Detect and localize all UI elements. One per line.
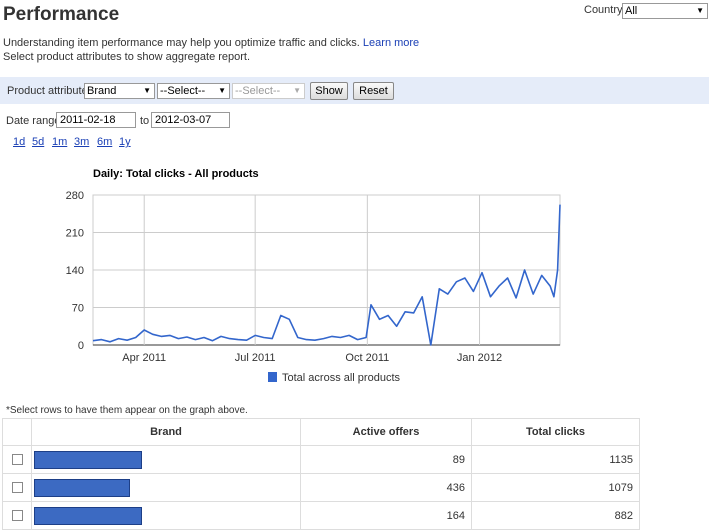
x-tick-label: Jul 2011: [235, 352, 276, 364]
column-header-brand[interactable]: Brand: [31, 418, 301, 446]
attribute-select-1[interactable]: Brand ▼: [84, 83, 155, 99]
row-checkbox-cell: [2, 445, 32, 474]
select-rows-note: *Select rows to have them appear on the …: [6, 405, 248, 416]
checkbox-column-header: [2, 418, 32, 446]
date-to-input[interactable]: 2012-03-07: [151, 112, 230, 128]
total-clicks-cell: 882: [471, 501, 640, 530]
learn-more-link[interactable]: Learn more: [362, 37, 420, 49]
clicks-chart: Daily: Total clicks - All products 0 70 140…: [66, 168, 561, 384]
row-checkbox[interactable]: [12, 510, 23, 522]
attribute-select-3-value: --Select--: [235, 85, 281, 97]
show-button[interactable]: Show: [310, 82, 348, 100]
brand-cell: [31, 473, 301, 502]
country-select-value: All: [625, 5, 638, 17]
y-tick-label: 0: [78, 340, 84, 352]
country-label: Country:: [584, 4, 626, 16]
country-select[interactable]: All ▼: [622, 3, 708, 19]
intro-text: Understanding item performance may help …: [3, 37, 419, 49]
date-to-label: to: [140, 115, 150, 127]
brand-cell: [31, 501, 301, 530]
page-title: Performance: [3, 4, 120, 25]
chevron-down-icon: ▼: [696, 6, 704, 15]
row-checkbox[interactable]: [12, 454, 23, 466]
chevron-down-icon: ▼: [218, 86, 226, 95]
y-tick-label: 140: [66, 265, 84, 277]
range-link-3m[interactable]: 3m: [74, 136, 90, 148]
brand-table: Brand Active offers Total clicks 89 1135 4…: [2, 418, 640, 530]
attribute-select-2[interactable]: --Select-- ▼: [157, 83, 230, 99]
table-row[interactable]: 436 1079: [2, 473, 640, 502]
range-link-5d[interactable]: 5d: [32, 136, 45, 148]
row-checkbox-cell: [2, 501, 32, 530]
row-checkbox-cell: [2, 473, 32, 502]
legend-swatch: [268, 372, 277, 382]
active-offers-cell: 164: [300, 501, 472, 530]
range-link-1m[interactable]: 1m: [52, 136, 68, 148]
intro-line1: Understanding item performance may help …: [3, 37, 360, 49]
reset-button[interactable]: Reset: [353, 82, 394, 100]
chevron-down-icon: ▼: [143, 86, 151, 95]
chevron-down-icon: ▼: [293, 86, 301, 95]
table-header-row: Brand Active offers Total clicks: [2, 418, 640, 446]
active-offers-cell: 89: [300, 445, 472, 474]
brand-name-redacted: [34, 478, 130, 497]
attribute-select-3[interactable]: --Select-- ▼: [232, 83, 305, 99]
attribute-select-2-value: --Select--: [160, 85, 206, 97]
table-row[interactable]: 89 1135: [2, 445, 640, 474]
x-tick-label: Jan 2012: [457, 352, 502, 364]
range-link-1y[interactable]: 1y: [119, 136, 131, 148]
series-line-total-clicks: [92, 204, 561, 346]
legend-label: Total across all products: [282, 372, 400, 384]
total-clicks-cell: 1135: [471, 445, 640, 474]
brand-cell: [31, 445, 301, 474]
product-attribute-label: Product attribute:: [7, 85, 91, 97]
range-link-6m[interactable]: 6m: [97, 136, 113, 148]
range-link-1d[interactable]: 1d: [13, 136, 26, 148]
table-row[interactable]: 164 882: [2, 501, 640, 530]
x-tick-label: Apr 2011: [122, 352, 166, 364]
brand-name-redacted: [34, 506, 142, 525]
date-range-label: Date range:: [6, 115, 64, 127]
intro-line2: Select product attributes to show aggreg…: [3, 51, 251, 63]
y-tick-label: 280: [66, 190, 84, 202]
y-tick-label: 70: [72, 303, 84, 315]
x-tick-label: Oct 2011: [345, 352, 389, 364]
attribute-select-1-value: Brand: [87, 85, 117, 97]
row-checkbox[interactable]: [12, 482, 23, 494]
y-tick-label: 210: [66, 228, 84, 240]
active-offers-cell: 436: [300, 473, 472, 502]
chart-title: Daily: Total clicks - All products: [93, 168, 259, 180]
date-from-input[interactable]: 2011-02-18: [56, 112, 136, 128]
column-header-total-clicks[interactable]: Total clicks: [471, 418, 640, 446]
column-header-active-offers[interactable]: Active offers: [300, 418, 472, 446]
total-clicks-cell: 1079: [471, 473, 640, 502]
brand-name-redacted: [34, 450, 142, 469]
